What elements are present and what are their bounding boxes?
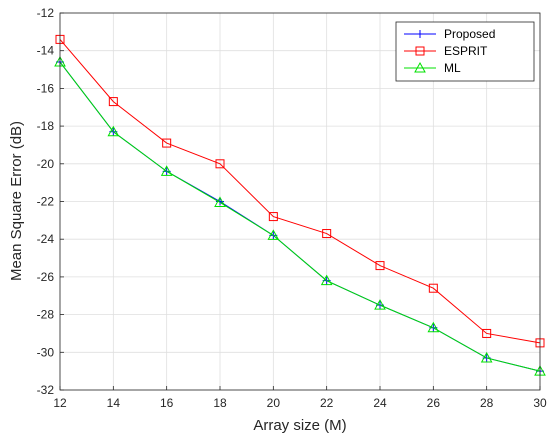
x-tick-label: 20 [267, 396, 281, 410]
legend-label-ml: ML [444, 61, 461, 75]
x-tick-label: 14 [107, 396, 121, 410]
data-point-ml [320, 274, 333, 286]
data-point-ml [267, 229, 280, 240]
legend-item-ml: ML [404, 61, 461, 75]
x-tick-label: 26 [427, 396, 441, 410]
legend: Proposed ESPRIT ML [395, 21, 535, 82]
data-point-esprit [268, 212, 278, 222]
legend-marker-proposed [416, 30, 424, 38]
x-tick-label: 24 [373, 396, 387, 410]
data-point-esprit [428, 283, 438, 293]
data-point-ml [160, 165, 173, 176]
y-tick-label: -22 [37, 195, 55, 209]
data-point-esprit [322, 229, 332, 239]
x-tick-label: 28 [480, 396, 494, 410]
y-tick-label: -14 [37, 44, 55, 58]
data-point-ml [374, 299, 386, 310]
y-tick-label: -26 [37, 270, 55, 284]
y-tick-label: -32 [37, 383, 55, 397]
x-tick-label: 30 [533, 396, 547, 410]
y-tick-label: -12 [37, 6, 55, 20]
data-point-ml [480, 351, 493, 363]
x-tick-label: 16 [160, 396, 174, 410]
y-tick-label: -20 [37, 157, 55, 171]
legend-marker-esprit [415, 46, 425, 56]
y-tick-label: -18 [37, 119, 55, 133]
axis-ticks: 12 14 16 18 20 22 24 26 28 30 -12 -14 -16 -18 -20 -22 -2… [37, 6, 547, 410]
data-point-esprit [108, 97, 118, 107]
series-line-esprit [59, 39, 541, 344]
data-point-esprit [482, 328, 492, 338]
series-ml [54, 55, 546, 376]
y-tick-label: -24 [37, 232, 55, 246]
legend-label-esprit: ESPRIT [444, 44, 488, 58]
y-axis-label: Mean Square Error (dB) [8, 121, 25, 281]
y-tick-label: -28 [37, 308, 55, 322]
data-point-ml [107, 125, 120, 137]
legend-label-proposed: Proposed [444, 27, 495, 41]
data-point-esprit [375, 261, 385, 271]
series-line-ml [59, 61, 541, 372]
x-tick-label: 18 [213, 396, 227, 410]
series-layer [54, 34, 546, 376]
data-point-esprit [162, 138, 172, 148]
y-tick-label: -16 [37, 81, 55, 95]
data-point-esprit [215, 159, 225, 169]
y-tick-label: -30 [37, 345, 55, 359]
legend-marker-ml [414, 61, 426, 73]
data-point-ml [214, 196, 226, 207]
x-tick-label: 12 [53, 396, 67, 410]
x-axis-label: Array size (M) [253, 417, 346, 434]
legend-item-esprit: ESPRIT [404, 44, 488, 58]
data-point-ml [427, 321, 440, 333]
legend-item-proposed: Proposed [404, 27, 495, 41]
x-tick-label: 22 [320, 396, 334, 410]
